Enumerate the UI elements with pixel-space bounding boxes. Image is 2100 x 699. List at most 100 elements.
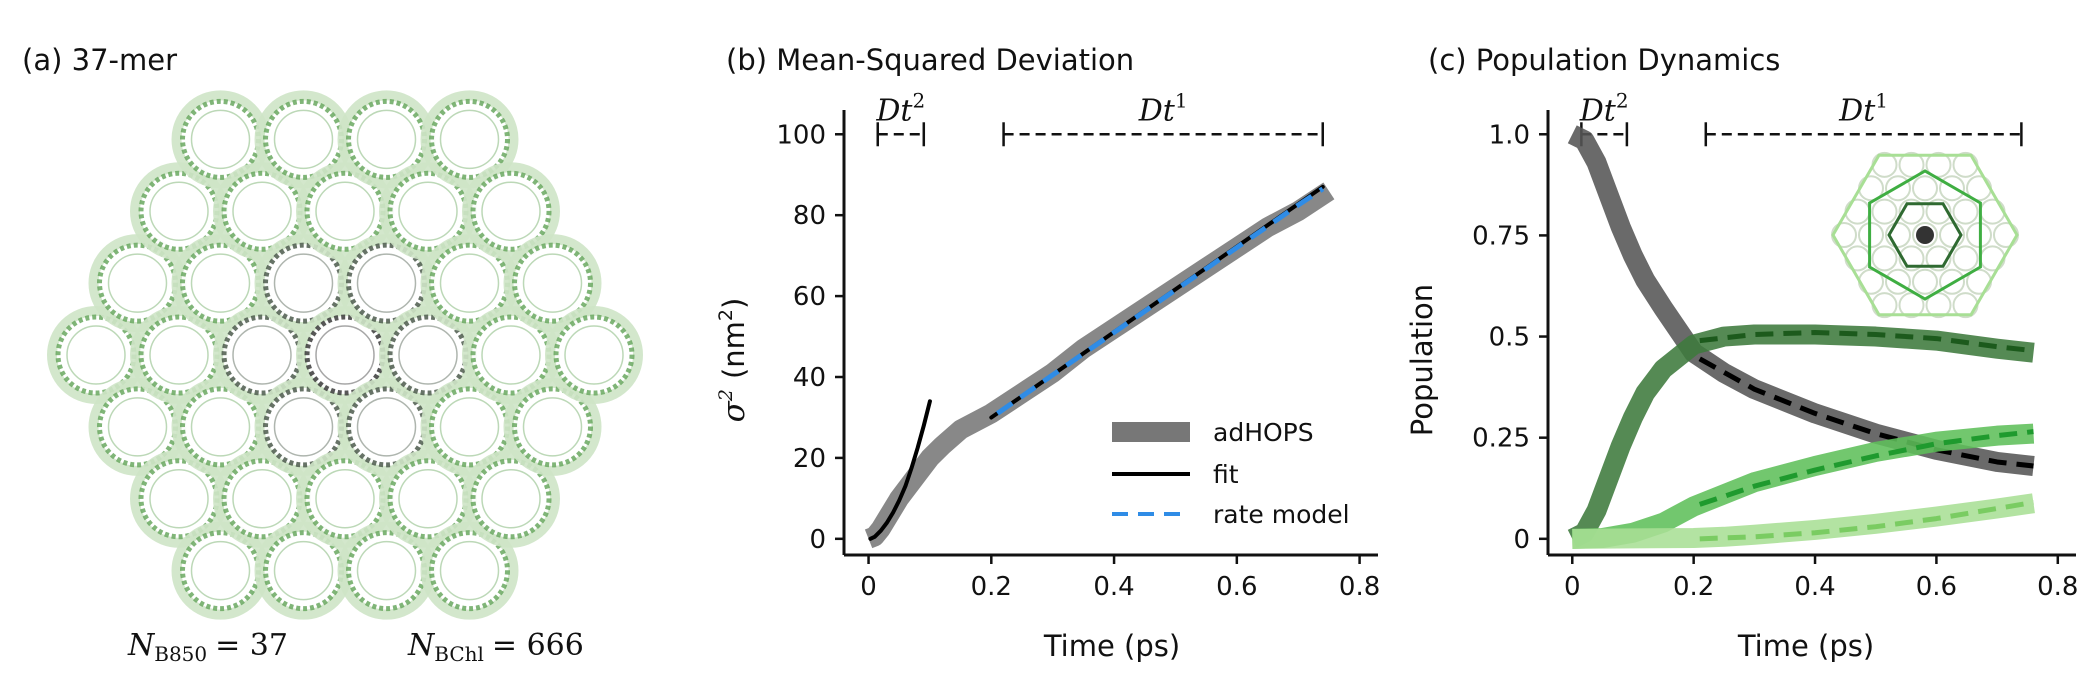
inset-ring (1844, 245, 1871, 272)
lh2-ring-pigments (470, 458, 552, 540)
panel-c-y-tick-label: 1.0 (1489, 120, 1530, 150)
panel-b-ylabel-unit: (nm (717, 321, 751, 379)
lh2-ring-inner (439, 540, 500, 601)
inset-ring (1912, 175, 1938, 202)
lh2-ring-pigments (512, 242, 593, 324)
inset-ring (1844, 198, 1871, 225)
lh2-ring-inner (273, 253, 334, 313)
panel-c-x-tick-label: 0.8 (2037, 572, 2078, 602)
inset-ring (1952, 245, 1979, 272)
panel-b-series (864, 182, 1335, 549)
inset-ring (1925, 151, 1952, 178)
lh2-ring-inner (315, 325, 375, 385)
lh2-ring-inner (190, 397, 251, 457)
panel-c-y-tick-label: 0 (1513, 525, 1530, 555)
lh2-ring-inner (439, 397, 500, 457)
lh2-ring-inner (356, 253, 417, 313)
bracket-label-base: Dt (1838, 93, 1876, 128)
lh2-ring-inner (398, 325, 458, 385)
lh2-ring-inner (273, 540, 334, 601)
lh2-ring-33 (503, 377, 602, 476)
bracket-label-exponent: 1 (1175, 88, 1188, 112)
inset-ring (1912, 222, 1938, 248)
lh2-ring-inner (481, 325, 541, 385)
panel-b-ylabel-unit-close: ) (717, 298, 751, 309)
lh2-ring-inner (232, 325, 292, 385)
panel-c-x-tick-label: 0 (1564, 572, 1581, 602)
lh2-ring-inner (190, 540, 251, 601)
panel-c-x-tick-label: 0.4 (1794, 572, 1835, 602)
lh2-ring-inner (315, 469, 375, 529)
legend-label-adhops: adHOPS (1213, 418, 1314, 447)
panel-b-x-tick-label: 0.2 (971, 572, 1012, 602)
inset-ring (1925, 245, 1952, 272)
lh2-ring-inner (439, 109, 500, 170)
lh2-ring-pigments (429, 530, 510, 612)
panel-b-series-rate-model (996, 186, 1325, 416)
inset-ring (1898, 198, 1925, 225)
lh2-ring-pigments (429, 98, 510, 180)
n-b850-symbol: N (127, 628, 156, 663)
panel-b-xlabel: Time (ps) (1043, 629, 1180, 663)
panel-b-y-tick-label: 40 (793, 363, 826, 393)
lh2-ring-inner (149, 469, 209, 529)
lh2-ring-16 (171, 90, 270, 189)
inset-ring (1898, 292, 1925, 319)
lh2-ring-inner (398, 181, 458, 241)
bracket-label-base: Dt (875, 93, 913, 128)
inset-shell-1 (1887, 202, 1963, 268)
inset-ring (1925, 292, 1952, 319)
lh2-ring-inner (66, 325, 126, 385)
n-bchl-subscript: BChl (434, 642, 484, 666)
lh2-ring-inner (190, 253, 251, 313)
lh2-ring-halo (462, 162, 560, 261)
n-b850-value: = 37 (215, 628, 288, 663)
lh2-ring-20 (337, 377, 436, 476)
panel-b-title: (b) Mean-Squared Deviation (726, 43, 1134, 77)
legend-label-rate-model: rate model (1213, 500, 1350, 529)
n-bchl-symbol: N (407, 628, 436, 663)
inset-center-dot (1916, 226, 1934, 244)
inset-ring (1925, 198, 1952, 225)
panel-c-regime-brackets: Dt2 Dt1 (1579, 88, 2023, 147)
lh2-ring-inner (232, 181, 292, 241)
panel-b-x-tick-label: 0.8 (1339, 572, 1380, 602)
bracket-label: Dt2 (1579, 88, 1629, 128)
panel-b-series-fit-linear (989, 184, 1325, 420)
lh2-ring-36 (503, 234, 602, 333)
lh2-ring-halo (503, 234, 602, 333)
panel-b-regime-brackets: Dt2 Dt1 (875, 88, 1325, 147)
panel-b-y-tick-label: 100 (776, 120, 826, 150)
panel-b-bracket-1: Dt1 (1002, 88, 1325, 147)
lh2-ring-4 (171, 521, 270, 620)
lh2-ring-inner (481, 469, 541, 529)
panel-c-bracket-2: Dt2 (1579, 88, 1629, 147)
bracket-label-exponent: 1 (1875, 88, 1888, 112)
lh2-ring-inner (149, 181, 209, 241)
inset-shell-3 (1831, 153, 2019, 317)
inset-ring (1939, 222, 1965, 248)
panel-b-y-tick-label: 80 (793, 201, 826, 231)
panel-c-y-tick-label: 0.5 (1489, 323, 1530, 353)
panel-b-ylabel-sigma-sup: 2 (715, 389, 737, 402)
panel-c-x-tick-label: 0.2 (1673, 572, 1714, 602)
lh2-ring-15 (337, 521, 436, 620)
lh2-ring-inner (232, 469, 292, 529)
panel-c-title: (c) Population Dynamics (1428, 43, 1780, 77)
panel-c-inset-lattice (1831, 151, 2019, 319)
panel-c-axes: 0 0.2 0.4 0.6 0.8 0 0.25 0.5 0.75 1.0 (1472, 110, 2078, 602)
panel-b-ylabel: σ2(nm2) (715, 298, 752, 423)
panel-b-ylabel-unit-sup: 2 (715, 309, 737, 321)
panel-b-ylabel-sigma: σ (716, 400, 752, 422)
lh2-ring-inner (273, 109, 334, 170)
panel-c-bracket-1: Dt1 (1704, 88, 2023, 147)
lh2-ring-35 (462, 162, 560, 261)
lh2-ring-34 (420, 90, 519, 189)
lh2-ring-inner (522, 397, 583, 457)
lh2-ring-inner (439, 253, 500, 313)
panel-c-series-ring-1-model (1699, 330, 2034, 354)
panel-b-axes: 0 0.2 0.4 0.6 0.8 0 20 40 60 80 100 (776, 110, 1380, 602)
panel-b-series-adHOPS (864, 182, 1335, 549)
panel-c-ylabel: Population (1405, 284, 1439, 436)
inset-ring (1912, 268, 1938, 295)
